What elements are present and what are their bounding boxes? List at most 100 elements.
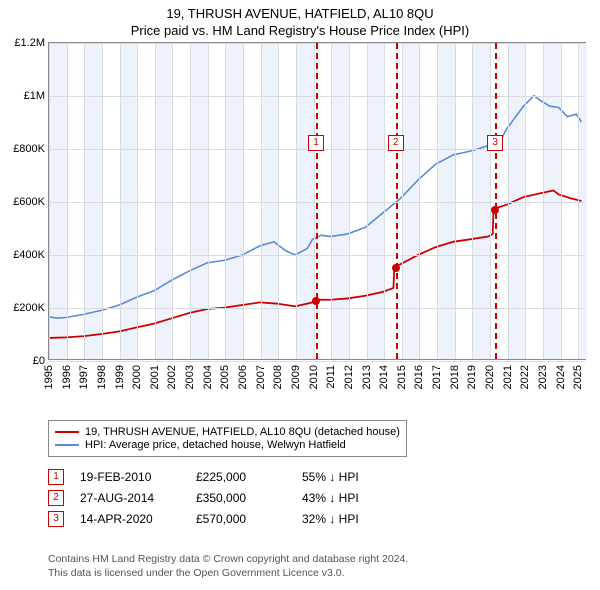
legend-label: HPI: Average price, detached house, Welw… (85, 439, 346, 451)
x-tick-label: 2013 (361, 365, 373, 389)
chart-area: 1995 1996 1997 1998 1999 2000 2001 2002 2003 2004… (0, 42, 600, 402)
x-tick-label: 2016 (413, 365, 425, 389)
note-date: 19-FEB-2010 (80, 470, 180, 484)
event-marker-box: 3 (487, 135, 503, 151)
gridline-vertical (278, 43, 279, 359)
x-tick-label: 1999 (114, 365, 126, 389)
y-tick-label: £800K (13, 143, 45, 155)
x-tick-label: 2000 (131, 365, 143, 389)
x-tick-label: 2008 (272, 365, 284, 389)
event-marker-box: 2 (388, 135, 404, 151)
note-hpi: 32% ↓ HPI (302, 512, 392, 526)
gridline-vertical (349, 43, 350, 359)
gridline-vertical (402, 43, 403, 359)
gridline-vertical (331, 43, 332, 359)
gridline-vertical (155, 43, 156, 359)
gridline-vertical (490, 43, 491, 359)
x-tick-label: 1995 (43, 365, 55, 389)
gridline-vertical (208, 43, 209, 359)
x-tick-label: 2005 (219, 365, 231, 389)
gridline-vertical (314, 43, 315, 359)
y-tick-label: £1M (24, 90, 45, 102)
gridline-vertical (543, 43, 544, 359)
gridline-vertical (172, 43, 173, 359)
y-tick-label: £600K (13, 196, 45, 208)
gridline-vertical (561, 43, 562, 359)
note-price: £350,000 (196, 491, 286, 505)
event-vline (316, 43, 318, 359)
gridline-vertical (190, 43, 191, 359)
gridline-vertical (296, 43, 297, 359)
event-point (392, 264, 400, 272)
gridline-vertical (472, 43, 473, 359)
note-date: 27-AUG-2014 (80, 491, 180, 505)
note-row: 2 27-AUG-2014 £350,000 43% ↓ HPI (48, 490, 392, 506)
x-tick-label: 2003 (184, 365, 196, 389)
gridline-horizontal (49, 361, 585, 362)
y-tick-label: £0 (33, 355, 45, 367)
x-tick-label: 2023 (537, 365, 549, 389)
event-notes: 119-FEB-2010£225,00055% ↓ HPI227-AUG-201… (48, 464, 392, 532)
gridline-vertical (384, 43, 385, 359)
gridline-vertical (508, 43, 509, 359)
x-tick-label: 2001 (149, 365, 161, 389)
x-tick-label: 1998 (96, 365, 108, 389)
x-tick-label: 2004 (202, 365, 214, 389)
footer-line-1: Contains HM Land Registry data © Crown c… (48, 552, 408, 566)
gridline-vertical (261, 43, 262, 359)
footer-line-2: This data is licensed under the Open Gov… (48, 566, 408, 580)
x-tick-label: 2022 (519, 365, 531, 389)
chart-title-sub: Price paid vs. HM Land Registry's House … (0, 23, 600, 38)
x-tick-label: 2006 (237, 365, 249, 389)
gridline-vertical (67, 43, 68, 359)
note-marker-box: 2 (48, 490, 64, 506)
note-hpi: 43% ↓ HPI (302, 491, 392, 505)
x-tick-label: 2007 (255, 365, 267, 389)
gridline-vertical (367, 43, 368, 359)
x-tick-label: 2002 (166, 365, 178, 389)
x-tick-label: 2010 (308, 365, 320, 389)
y-tick-label: £400K (13, 249, 45, 261)
legend-row: HPI: Average price, detached house, Welw… (55, 439, 400, 451)
gridline-vertical (455, 43, 456, 359)
y-tick-label: £200K (13, 302, 45, 314)
note-price: £225,000 (196, 470, 286, 484)
event-point (491, 206, 499, 214)
legend-label: 19, THRUSH AVENUE, HATFIELD, AL10 8QU (d… (85, 426, 400, 438)
x-tick-label: 2018 (449, 365, 461, 389)
legend: 19, THRUSH AVENUE, HATFIELD, AL10 8QU (d… (48, 420, 407, 457)
x-tick-label: 2009 (290, 365, 302, 389)
note-row: 314-APR-2020£570,00032% ↓ HPI (48, 511, 392, 527)
attribution-footer: Contains HM Land Registry data © Crown c… (48, 552, 408, 580)
gridline-vertical (437, 43, 438, 359)
gridline-vertical (578, 43, 579, 359)
x-tick-label: 1996 (61, 365, 73, 389)
gridline-vertical (137, 43, 138, 359)
note-date: 14-APR-2020 (80, 512, 180, 526)
x-tick-label: 2024 (555, 365, 567, 389)
x-tick-label: 2019 (466, 365, 478, 389)
gridline-vertical (243, 43, 244, 359)
chart-title-address: 19, THRUSH AVENUE, HATFIELD, AL10 8QU (0, 6, 600, 21)
note-row: 119-FEB-2010£225,00055% ↓ HPI (48, 469, 392, 485)
gridline-vertical (120, 43, 121, 359)
gridline-vertical (49, 43, 50, 359)
x-tick-label: 2015 (396, 365, 408, 389)
event-point (312, 297, 320, 305)
x-tick-label: 2014 (378, 365, 390, 389)
x-tick-label: 2012 (343, 365, 355, 389)
y-tick-label: £1.2M (14, 37, 45, 49)
event-marker-box: 1 (308, 135, 324, 151)
x-tick-label: 2017 (431, 365, 443, 389)
legend-swatch (55, 431, 79, 433)
gridline-vertical (225, 43, 226, 359)
x-tick-label: 2025 (572, 365, 584, 389)
gridline-vertical (525, 43, 526, 359)
plot-region: 1995199619971998199920002001200220032004… (48, 42, 586, 360)
note-hpi: 55% ↓ HPI (302, 470, 392, 484)
gridline-vertical (84, 43, 85, 359)
gridline-vertical (102, 43, 103, 359)
x-tick-label: 1997 (78, 365, 90, 389)
event-vline (495, 43, 497, 359)
legend-row: 19, THRUSH AVENUE, HATFIELD, AL10 8QU (d… (55, 426, 400, 438)
